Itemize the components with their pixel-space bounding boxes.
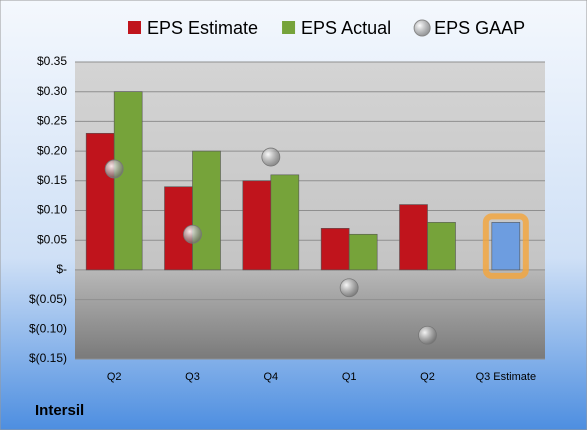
legend-marker <box>413 19 431 37</box>
y-tick-label: $(0.10) <box>29 321 67 335</box>
x-tick-label: Q3 Estimate <box>476 371 537 383</box>
chart-title: Intersil <box>35 402 84 419</box>
bar <box>320 228 350 271</box>
gaap-marker <box>183 224 202 244</box>
y-tick-label: $0.35 <box>37 54 67 68</box>
bar <box>85 132 115 271</box>
y-tick-label: $0.25 <box>37 114 67 128</box>
y-tick-label: $0.20 <box>37 143 67 157</box>
gaap-marker <box>339 278 359 298</box>
bar <box>242 180 272 271</box>
y-tick-label: $0.30 <box>37 84 67 98</box>
bar <box>348 233 378 271</box>
y-tick-label: $0.05 <box>37 232 67 246</box>
plot-area-negative <box>75 269 545 359</box>
legend-label: EPS Actual <box>301 18 391 38</box>
x-tick-label: Q4 <box>263 371 278 383</box>
y-tick-label: $- <box>56 262 67 276</box>
x-tick-label: Q3 <box>185 371 200 383</box>
y-tick-label: $(0.05) <box>29 292 67 306</box>
forecast-bar <box>491 222 521 271</box>
bar <box>192 150 221 271</box>
legend-label: EPS Estimate <box>147 18 258 38</box>
x-tick-label: Q2 <box>420 371 435 383</box>
legend-label: EPS GAAP <box>434 18 525 38</box>
y-tick-label: $0.15 <box>37 173 67 187</box>
x-tick-label: Q1 <box>342 371 357 383</box>
bar <box>113 91 143 271</box>
y-tick-label: $0.10 <box>37 203 67 217</box>
plot-area-positive <box>75 62 545 270</box>
legend-swatch <box>282 21 296 34</box>
bar <box>427 222 456 271</box>
legend-swatch <box>128 21 141 34</box>
bar <box>399 204 428 271</box>
forecast-glow <box>482 213 529 279</box>
gaap-marker <box>261 147 281 167</box>
gaap-marker <box>104 159 124 179</box>
gaap-marker <box>418 325 437 345</box>
x-tick-label: Q2 <box>107 371 122 383</box>
bar <box>270 174 300 271</box>
y-tick-label: $(0.15) <box>29 351 67 365</box>
